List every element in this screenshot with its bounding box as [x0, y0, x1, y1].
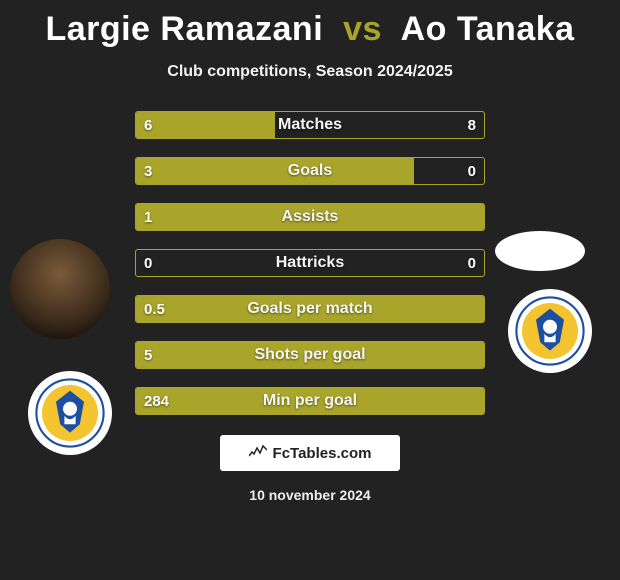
- comparison-title: Largie Ramazani vs Ao Tanaka: [0, 0, 620, 49]
- bar-left: [136, 112, 275, 138]
- stat-row: 0.5Goals per match: [135, 295, 485, 323]
- stat-row: 30Goals: [135, 157, 485, 185]
- stat-right-value: 0: [468, 250, 476, 276]
- bar-left: [136, 204, 484, 230]
- stat-label: Hattricks: [136, 250, 484, 276]
- stat-right-value: 8: [468, 112, 476, 138]
- leeds-badge-icon: [35, 378, 105, 448]
- chart-area: 68Matches30Goals1Assists00Hattricks0.5Go…: [0, 111, 620, 415]
- stat-row: 5Shots per goal: [135, 341, 485, 369]
- player1-club-badge: [28, 371, 112, 455]
- source-logo: FcTables.com: [220, 435, 400, 471]
- bar-left: [136, 296, 484, 322]
- player2-avatar: [495, 231, 585, 271]
- player2-name: Ao Tanaka: [401, 10, 575, 48]
- player2-club-badge: [508, 289, 592, 373]
- bar-left: [136, 158, 414, 184]
- bar-left: [136, 342, 484, 368]
- stat-rows: 68Matches30Goals1Assists00Hattricks0.5Go…: [135, 111, 485, 415]
- stat-row: 1Assists: [135, 203, 485, 231]
- footer-date: 10 november 2024: [0, 487, 620, 503]
- leeds-badge-icon: [515, 296, 585, 366]
- stat-left-value: 3: [144, 158, 152, 184]
- stat-left-value: 5: [144, 342, 152, 368]
- stat-row: 0 0Hattricks: [135, 249, 485, 277]
- stat-left-value: 6: [144, 112, 152, 138]
- bar-left: [136, 388, 484, 414]
- player1-avatar: [10, 239, 110, 339]
- stat-right-value: 0: [468, 158, 476, 184]
- player1-name: Largie Ramazani: [45, 10, 323, 48]
- stat-left-value: 0: [144, 250, 152, 276]
- stat-left-value: 0.5: [144, 296, 165, 322]
- sparkline-icon: [249, 444, 267, 462]
- stat-row: 284Min per goal: [135, 387, 485, 415]
- stat-row: 68Matches: [135, 111, 485, 139]
- stat-left-value: 1: [144, 204, 152, 230]
- subtitle: Club competitions, Season 2024/2025: [0, 63, 620, 81]
- source-logo-text: FcTables.com: [273, 445, 372, 462]
- stat-left-value: 284: [144, 388, 169, 414]
- vs-text: vs: [343, 10, 382, 48]
